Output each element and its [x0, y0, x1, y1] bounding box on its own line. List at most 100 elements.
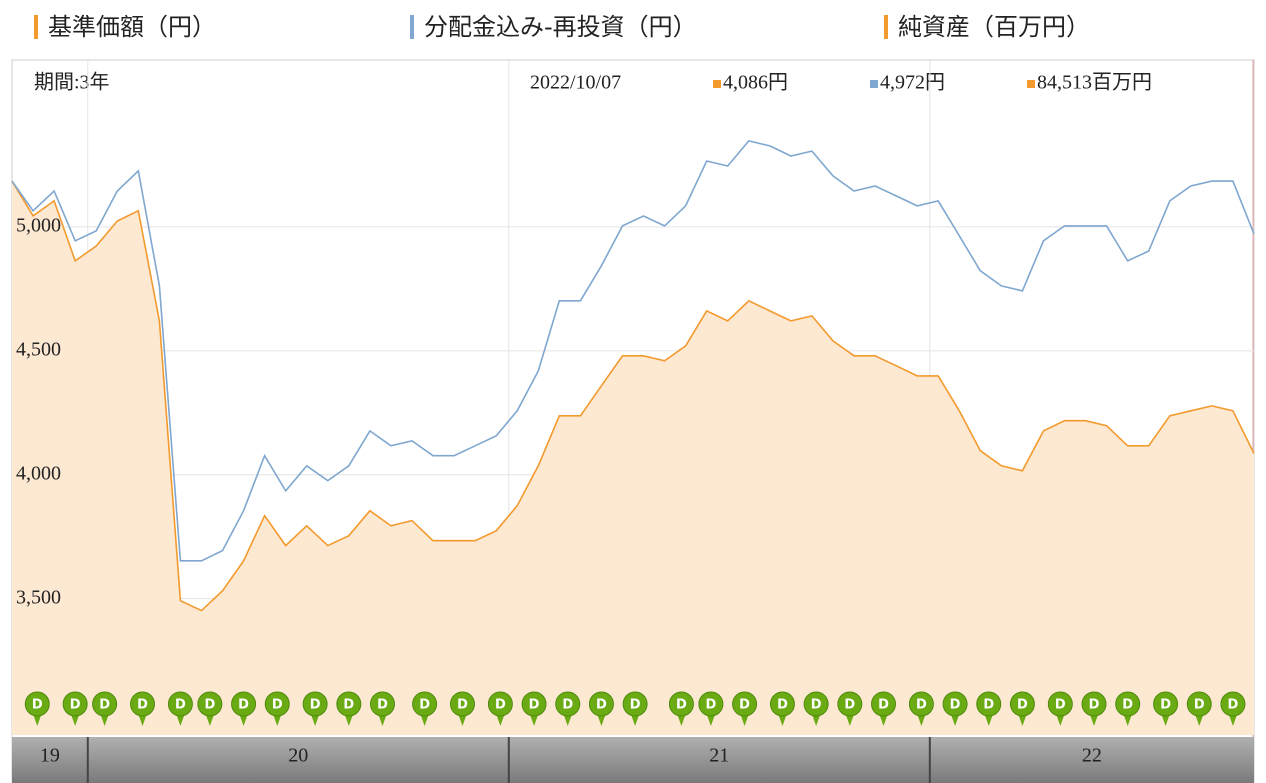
pin-head — [769, 691, 795, 717]
pin-label: D — [844, 698, 855, 713]
pin-head — [24, 691, 50, 717]
distribution-pin: D — [369, 691, 395, 726]
legend-swatch — [410, 15, 414, 39]
pin-head — [668, 691, 694, 717]
pin-label: D — [419, 698, 430, 713]
x-tick-label: 19 — [40, 745, 60, 767]
distribution-pin: D — [976, 691, 1002, 726]
x-tick-label: 21 — [709, 745, 729, 767]
pin-head — [197, 691, 223, 717]
pin-label: D — [310, 698, 321, 713]
distribution-pin: D — [555, 691, 581, 726]
pin-head — [62, 691, 88, 717]
line — [11, 140, 1255, 562]
legend-label: 基準価額（円） — [48, 13, 216, 41]
pin-head — [1081, 691, 1107, 717]
pin-label: D — [1017, 698, 1028, 713]
pin-label: D — [529, 698, 540, 713]
pin-label: D — [99, 698, 110, 713]
y-tick-label: 3,500 — [16, 586, 61, 608]
pin-head — [336, 691, 362, 717]
y-tick-label: 4,000 — [16, 462, 61, 484]
pin-head — [976, 691, 1002, 717]
pin-head — [130, 691, 156, 717]
pin-head — [837, 691, 863, 717]
pin-label: D — [32, 698, 43, 713]
pin-head — [231, 691, 257, 717]
legend-label: 分配金込み-再投資（円） — [424, 13, 697, 41]
legend-label: 純資産（百万円） — [898, 13, 1090, 41]
pin-head — [1009, 691, 1035, 717]
pin-head — [167, 691, 193, 717]
distribution-pin: D — [1115, 691, 1141, 726]
distribution-pin: D — [1081, 691, 1107, 726]
pin-label: D — [204, 698, 215, 713]
distribution-pin: D — [668, 691, 694, 726]
pin-head — [622, 691, 648, 717]
pin-label: D — [630, 698, 641, 713]
pin-head — [302, 691, 328, 717]
distribution-pin: D — [908, 691, 934, 726]
x-axis-bar — [12, 737, 1254, 783]
distribution-pin: D — [412, 691, 438, 726]
latest-swatch — [870, 80, 878, 88]
pin-head — [1153, 691, 1179, 717]
distribution-pin: D — [336, 691, 362, 726]
distribution-pin: D — [803, 691, 829, 726]
pin-head — [908, 691, 934, 717]
distribution-pin: D — [732, 691, 758, 726]
pin-label: D — [1228, 698, 1239, 713]
pin-head — [92, 691, 118, 717]
pin-label: D — [950, 698, 961, 713]
pin-label: D — [457, 698, 468, 713]
distribution-pin: D — [698, 691, 724, 726]
distribution-pin: D — [302, 691, 328, 726]
pin-label: D — [1055, 698, 1066, 713]
distribution-pin: D — [837, 691, 863, 726]
distribution-pin: D — [1009, 691, 1035, 726]
pin-label: D — [175, 698, 186, 713]
distribution-pin: D — [487, 691, 513, 726]
x-tick-label: 20 — [288, 745, 308, 767]
pin-head — [1115, 691, 1141, 717]
pin-label: D — [495, 698, 506, 713]
latest-value: 4,086円 — [723, 72, 788, 94]
distribution-pin: D — [231, 691, 257, 726]
pin-label: D — [1194, 698, 1205, 713]
pin-head — [1186, 691, 1212, 717]
pin-head — [412, 691, 438, 717]
distribution-pin: D — [130, 691, 156, 726]
area — [12, 181, 1254, 736]
distribution-pin: D — [24, 691, 50, 726]
latest-value: 84,513百万円 — [1037, 72, 1152, 94]
distribution-pin: D — [449, 691, 475, 726]
pin-label: D — [777, 698, 788, 713]
pin-head — [487, 691, 513, 717]
pin-label: D — [343, 698, 354, 713]
pin-head — [588, 691, 614, 717]
pin-label: D — [137, 698, 148, 713]
pin-label: D — [562, 698, 573, 713]
period-label: 期間:3年 — [34, 71, 110, 94]
legend-swatch — [884, 15, 888, 39]
pin-head — [871, 691, 897, 717]
distribution-pin: D — [871, 691, 897, 726]
pin-label: D — [811, 698, 822, 713]
pin-label: D — [1160, 698, 1171, 713]
pin-head — [942, 691, 968, 717]
distribution-pin: D — [622, 691, 648, 726]
latest-swatch — [713, 80, 721, 88]
pin-label: D — [377, 698, 388, 713]
pin-head — [1047, 691, 1073, 717]
pin-label: D — [739, 698, 750, 713]
x-tick-label: 22 — [1082, 745, 1102, 767]
distribution-pin: D — [588, 691, 614, 726]
distribution-pin: D — [1153, 691, 1179, 726]
pin-label: D — [916, 698, 927, 713]
pin-head — [555, 691, 581, 717]
pin-label: D — [676, 698, 687, 713]
pin-label: D — [70, 698, 81, 713]
y-tick-label: 5,000 — [16, 215, 61, 237]
pin-head — [1220, 691, 1246, 717]
